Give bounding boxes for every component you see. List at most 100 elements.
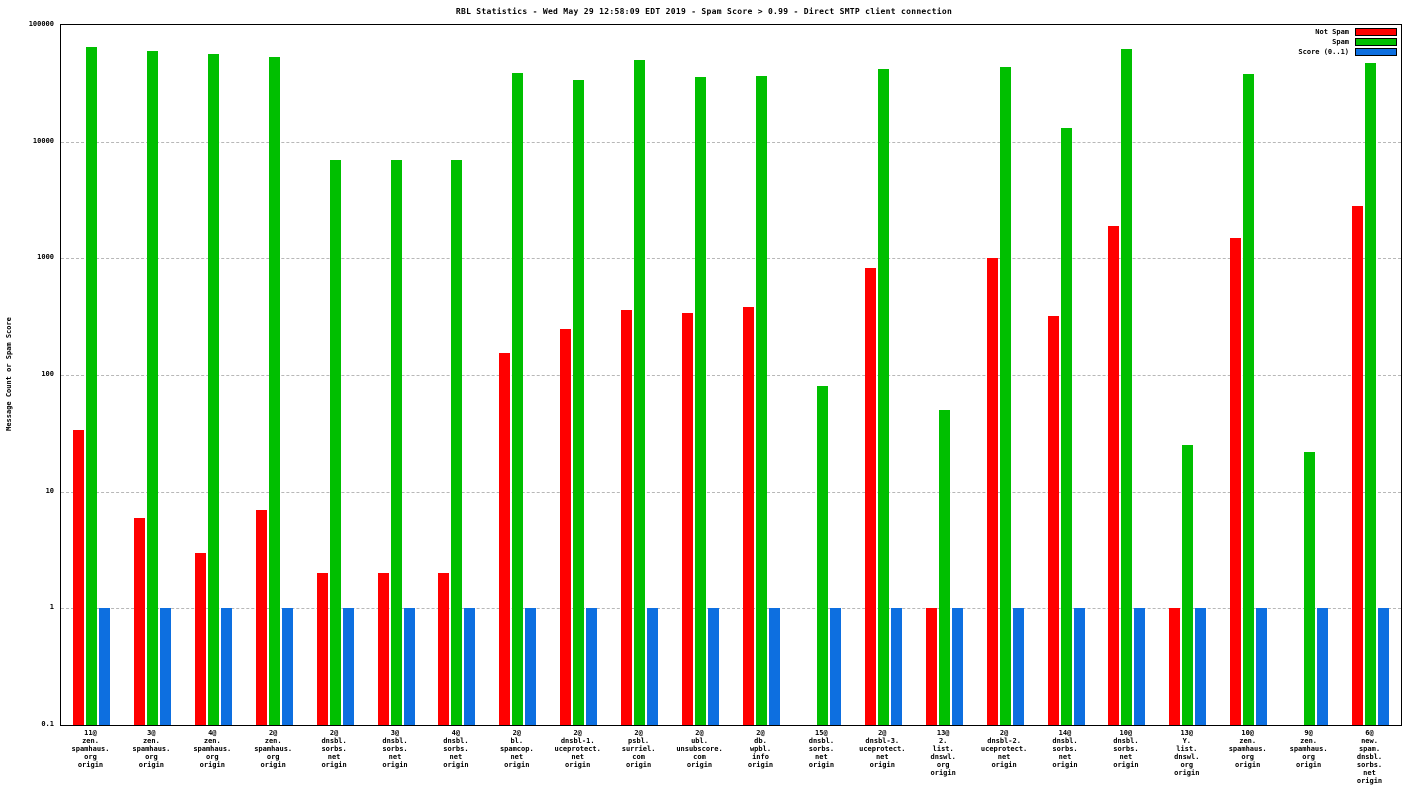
gridline bbox=[61, 491, 1401, 493]
bar-not-spam bbox=[1352, 206, 1363, 725]
bar-not-spam bbox=[499, 352, 511, 725]
plot-area: Not Spam Spam Score (0..1) bbox=[60, 24, 1402, 726]
bar-not-spam bbox=[316, 573, 328, 725]
chart-title: RBL Statistics - Wed May 29 12:58:09 EDT… bbox=[455, 7, 953, 16]
bar-spam bbox=[207, 54, 219, 725]
legend-swatch bbox=[1355, 38, 1397, 46]
bar-score-0-1 bbox=[1195, 608, 1207, 725]
x-tick-label: 2@ dnsbl-3. uceprotect. net origin bbox=[859, 729, 906, 769]
bar-not-spam bbox=[986, 258, 998, 725]
bar-score-0-1 bbox=[890, 608, 902, 725]
gridline bbox=[61, 375, 1401, 376]
bar-score-0-1 bbox=[647, 608, 659, 725]
bar-score-0-1 bbox=[1134, 608, 1146, 725]
x-tick-label: 13@ Y. list. dnswl. org origin bbox=[1174, 729, 1200, 777]
bar-spam bbox=[86, 46, 97, 725]
bar-spam bbox=[390, 159, 402, 725]
bar-spam bbox=[451, 159, 463, 725]
bar-not-spam bbox=[682, 313, 693, 725]
bar-spam bbox=[1365, 63, 1376, 725]
bar-not-spam bbox=[73, 429, 84, 725]
bar-not-spam bbox=[621, 310, 633, 725]
legend-label: Spam bbox=[1332, 38, 1349, 46]
bar-spam bbox=[1060, 128, 1072, 725]
bar-spam bbox=[1304, 451, 1316, 725]
bar-spam bbox=[329, 159, 341, 725]
x-tick-label: 13@ 2. list. dnswl. org origin bbox=[930, 729, 956, 777]
bar-spam bbox=[512, 72, 524, 725]
bar-score-0-1 bbox=[281, 608, 293, 725]
bar-spam bbox=[573, 79, 585, 725]
x-tick-label: 6@ new. spam. dnsbl. sorbs. net origin bbox=[1356, 729, 1383, 785]
bar-not-spam bbox=[438, 573, 450, 725]
x-tick-label: 2@ dnsbl-1. uceprotect. net origin bbox=[554, 729, 601, 769]
x-tick-label: 11@ zen. spamhaus. org origin bbox=[71, 729, 110, 769]
legend-item: Score (0..1) bbox=[1298, 48, 1397, 56]
y-tick-label: 100000 bbox=[28, 20, 54, 28]
gridline bbox=[61, 141, 1401, 143]
y-tick-label: 0.1 bbox=[41, 720, 54, 728]
x-tick-label: 10@ dnsbl. sorbs. net origin bbox=[1113, 729, 1139, 769]
bar-not-spam bbox=[743, 307, 754, 725]
bar-spam bbox=[146, 50, 158, 725]
bar-score-0-1 bbox=[1378, 608, 1389, 725]
bar-spam bbox=[877, 69, 889, 725]
y-tick-label: 1000 bbox=[37, 253, 54, 262]
x-tick-label: 4@ zen. spamhaus. org origin bbox=[193, 729, 232, 769]
legend: Not Spam Spam Score (0..1) bbox=[1298, 28, 1397, 56]
bar-not-spam bbox=[133, 517, 145, 725]
bar-score-0-1 bbox=[220, 608, 232, 725]
x-tick-label: 3@ zen. spamhaus. org origin bbox=[132, 729, 171, 769]
bar-spam bbox=[816, 386, 828, 725]
bar-score-0-1 bbox=[403, 608, 415, 725]
bar-spam bbox=[268, 57, 280, 725]
bar-not-spam bbox=[1230, 237, 1242, 725]
x-tick-label: 2@ db. wpbl. info origin bbox=[747, 729, 774, 769]
x-tick-label: 2@ psbl. surriel. com origin bbox=[621, 729, 656, 769]
x-tick-label: 3@ dnsbl. sorbs. net origin bbox=[382, 729, 408, 769]
bar-score-0-1 bbox=[1256, 608, 1268, 725]
bar-not-spam bbox=[255, 509, 267, 725]
bar-not-spam bbox=[1108, 225, 1120, 725]
legend-swatch bbox=[1355, 48, 1397, 56]
bar-not-spam bbox=[194, 552, 206, 725]
bar-not-spam bbox=[925, 608, 937, 725]
bar-not-spam bbox=[1047, 316, 1059, 725]
bar-score-0-1 bbox=[829, 608, 841, 725]
bar-score-0-1 bbox=[464, 608, 476, 725]
x-tick-label: 2@ zen. spamhaus. org origin bbox=[254, 729, 293, 769]
x-tick-label: 2@ ubl. unsubscore. com origin bbox=[676, 729, 723, 769]
gridline bbox=[61, 608, 1401, 610]
x-tick-label: 2@ bl. spamcop. net origin bbox=[499, 729, 534, 769]
y-tick-label: 10 bbox=[45, 486, 54, 495]
x-tick-label: 4@ dnsbl. sorbs. net origin bbox=[443, 729, 469, 769]
legend-label: Score (0..1) bbox=[1298, 48, 1349, 56]
bar-score-0-1 bbox=[342, 608, 354, 725]
x-tick-label: 15@ dnsbl. sorbs. net origin bbox=[808, 729, 835, 769]
bar-score-0-1 bbox=[586, 608, 598, 725]
bar-score-0-1 bbox=[159, 608, 171, 725]
bar-not-spam bbox=[377, 573, 389, 725]
y-tick-label: 100 bbox=[41, 370, 54, 378]
legend-item: Not Spam bbox=[1315, 28, 1397, 36]
bar-spam bbox=[938, 410, 950, 725]
bar-not-spam bbox=[560, 328, 572, 725]
bar-spam bbox=[1243, 74, 1255, 725]
bar-spam bbox=[1121, 49, 1133, 725]
x-tick-label: 2@ dnsbl. sorbs. net origin bbox=[321, 729, 347, 769]
bar-spam bbox=[756, 76, 767, 725]
bar-score-0-1 bbox=[99, 608, 110, 725]
bar-spam bbox=[1182, 445, 1194, 725]
bar-spam bbox=[999, 66, 1011, 725]
x-tick-label: 14@ dnsbl. sorbs. net origin bbox=[1052, 729, 1078, 769]
legend-item: Spam bbox=[1332, 38, 1397, 46]
gridline bbox=[61, 258, 1401, 260]
bar-not-spam bbox=[864, 268, 876, 725]
legend-label: Not Spam bbox=[1315, 28, 1349, 36]
y-tick-label: 10000 bbox=[32, 136, 54, 145]
bar-spam bbox=[695, 76, 706, 725]
bar-score-0-1 bbox=[951, 608, 963, 725]
x-tick-label: 2@ dnsbl-2. uceprotect. net origin bbox=[980, 729, 1028, 769]
x-tick-label: 9@ zen. spamhaus. org origin bbox=[1289, 729, 1328, 769]
